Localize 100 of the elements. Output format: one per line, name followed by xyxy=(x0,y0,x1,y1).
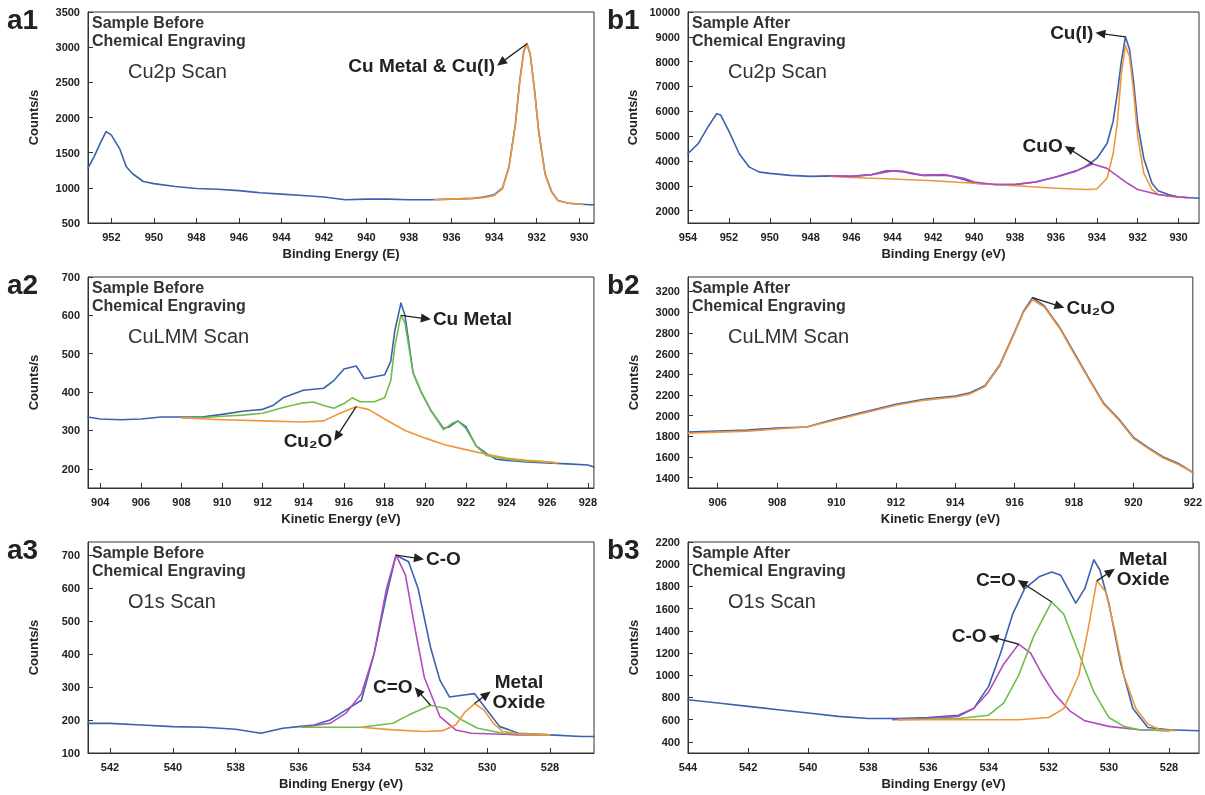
x-tick-label: 922 xyxy=(456,495,476,508)
annotation: Cu₂O xyxy=(283,429,333,451)
x-tick-label: 906 xyxy=(131,495,151,508)
y-tick-label: 2600 xyxy=(655,347,680,360)
x-tick-label: 918 xyxy=(1064,495,1084,508)
line-series xyxy=(830,163,1190,199)
y-tick-label: 1800 xyxy=(655,580,680,593)
x-tick-label: 532 xyxy=(1039,760,1058,773)
x-tick-label: 938 xyxy=(1005,230,1025,243)
y-tick-label: 400 xyxy=(61,386,80,399)
x-tick-label: 920 xyxy=(416,495,435,508)
text: Sample Before Chemical Engraving xyxy=(92,279,246,315)
x-tick-label: 926 xyxy=(538,495,557,508)
chart-title: b1 xyxy=(607,3,640,35)
x-tick-label: 930 xyxy=(1169,230,1188,243)
x-tick-label: 908 xyxy=(172,495,191,508)
x-tick-label: 948 xyxy=(187,230,206,243)
x-tick-label: 950 xyxy=(144,230,164,243)
x-tick-label: 922 xyxy=(1183,495,1202,508)
x-axis-title: Binding Energy (eV) xyxy=(881,246,1006,261)
y-tick-label: 6000 xyxy=(655,105,680,118)
y-axis-title: Counts/s xyxy=(626,354,641,411)
y-tick-label: 2500 xyxy=(55,76,80,89)
annotation: O1s Scan xyxy=(128,590,216,613)
x-tick-label: 924 xyxy=(497,495,517,508)
y-tick-label: 1000 xyxy=(55,181,80,194)
x-tick-label: 942 xyxy=(924,230,943,243)
chart-title: a2 xyxy=(7,268,39,300)
y-tick-label: 2800 xyxy=(655,326,680,339)
annotation: C-O xyxy=(426,548,461,570)
annotation: C=O xyxy=(372,676,413,698)
y-tick-label: 2200 xyxy=(655,388,680,401)
x-tick-label: 536 xyxy=(919,760,938,773)
x-tick-label: 534 xyxy=(352,760,372,773)
line-series xyxy=(433,43,585,206)
x-tick-label: 914 xyxy=(294,495,314,508)
y-axis-title: Counts/s xyxy=(626,619,641,676)
annotation: Metal Oxide xyxy=(1116,547,1170,589)
annotation: Cu₂O xyxy=(1066,296,1116,318)
y-tick-label: 1800 xyxy=(655,430,680,443)
annotation: Cu Metal xyxy=(432,308,513,330)
annotation: CuO xyxy=(1022,134,1063,156)
x-tick-label: 528 xyxy=(540,760,560,773)
y-tick-label: 4000 xyxy=(655,154,680,167)
x-tick-label: 934 xyxy=(484,230,505,243)
annotation: O1s Scan xyxy=(728,590,816,613)
x-axis-title: Binding Energy (E) xyxy=(282,246,400,261)
text: Sample After Chemical Engraving xyxy=(692,14,846,50)
y-tick-label: 800 xyxy=(661,691,680,704)
annotation: C=O xyxy=(976,568,1016,590)
x-tick-label: 542 xyxy=(738,760,758,773)
y-tick-label: 1000 xyxy=(655,669,680,682)
y-tick-label: 8000 xyxy=(655,55,680,68)
annotation: Cu Metal & Cu(I) xyxy=(348,54,496,76)
x-tick-label: 540 xyxy=(163,760,183,773)
x-tick-label: 934 xyxy=(1087,230,1107,243)
y-tick-label: 1500 xyxy=(55,146,80,159)
y-tick-label: 300 xyxy=(61,681,80,694)
x-tick-label: 942 xyxy=(314,230,334,243)
x-tick-label: 536 xyxy=(289,760,308,773)
annotation: C-O xyxy=(951,625,987,647)
x-tick-label: 928 xyxy=(578,495,597,508)
x-tick-label: 540 xyxy=(799,760,818,773)
x-tick-label: 946 xyxy=(229,230,249,243)
x-tick-label: 904 xyxy=(91,495,111,508)
x-tick-label: 950 xyxy=(760,230,779,243)
y-tick-label: 100 xyxy=(61,747,80,759)
y-tick-label: 500 xyxy=(61,217,80,229)
y-tick-label: 1600 xyxy=(655,602,680,615)
y-tick-label: 200 xyxy=(61,462,80,475)
x-tick-label: 538 xyxy=(226,760,245,773)
y-tick-label: 500 xyxy=(61,615,80,628)
text: Sample Before Chemical Engraving xyxy=(92,544,246,580)
y-tick-label: 2000 xyxy=(655,558,680,571)
annotation: Cu(I) xyxy=(1050,21,1094,43)
x-tick-label: 954 xyxy=(678,230,699,243)
x-tick-label: 530 xyxy=(477,760,497,773)
y-tick-label: 400 xyxy=(661,735,680,748)
annotation: CuLMM Scan xyxy=(128,325,250,348)
x-tick-label: 916 xyxy=(1005,495,1024,508)
y-tick-label: 700 xyxy=(61,271,80,283)
y-tick-label: 700 xyxy=(61,549,80,562)
chart-title: a1 xyxy=(7,3,39,35)
y-axis-title: Counts/s xyxy=(26,89,41,146)
text: Sample After Chemical Engraving xyxy=(692,279,846,315)
x-tick-label: 906 xyxy=(708,495,727,508)
y-tick-label: 3500 xyxy=(55,6,80,18)
y-tick-label: 2200 xyxy=(655,536,680,548)
y-tick-label: 400 xyxy=(61,648,80,661)
y-axis-title: Counts/s xyxy=(26,619,41,676)
y-tick-label: 9000 xyxy=(655,30,680,43)
x-tick-label: 940 xyxy=(357,230,376,243)
x-tick-label: 952 xyxy=(102,230,121,243)
x-tick-label: 532 xyxy=(415,760,434,773)
x-tick-label: 916 xyxy=(334,495,354,508)
x-tick-label: 932 xyxy=(527,230,546,243)
x-tick-label: 940 xyxy=(964,230,984,243)
x-tick-label: 528 xyxy=(1159,760,1179,773)
y-tick-label: 5000 xyxy=(655,130,680,143)
x-tick-label: 918 xyxy=(375,495,394,508)
